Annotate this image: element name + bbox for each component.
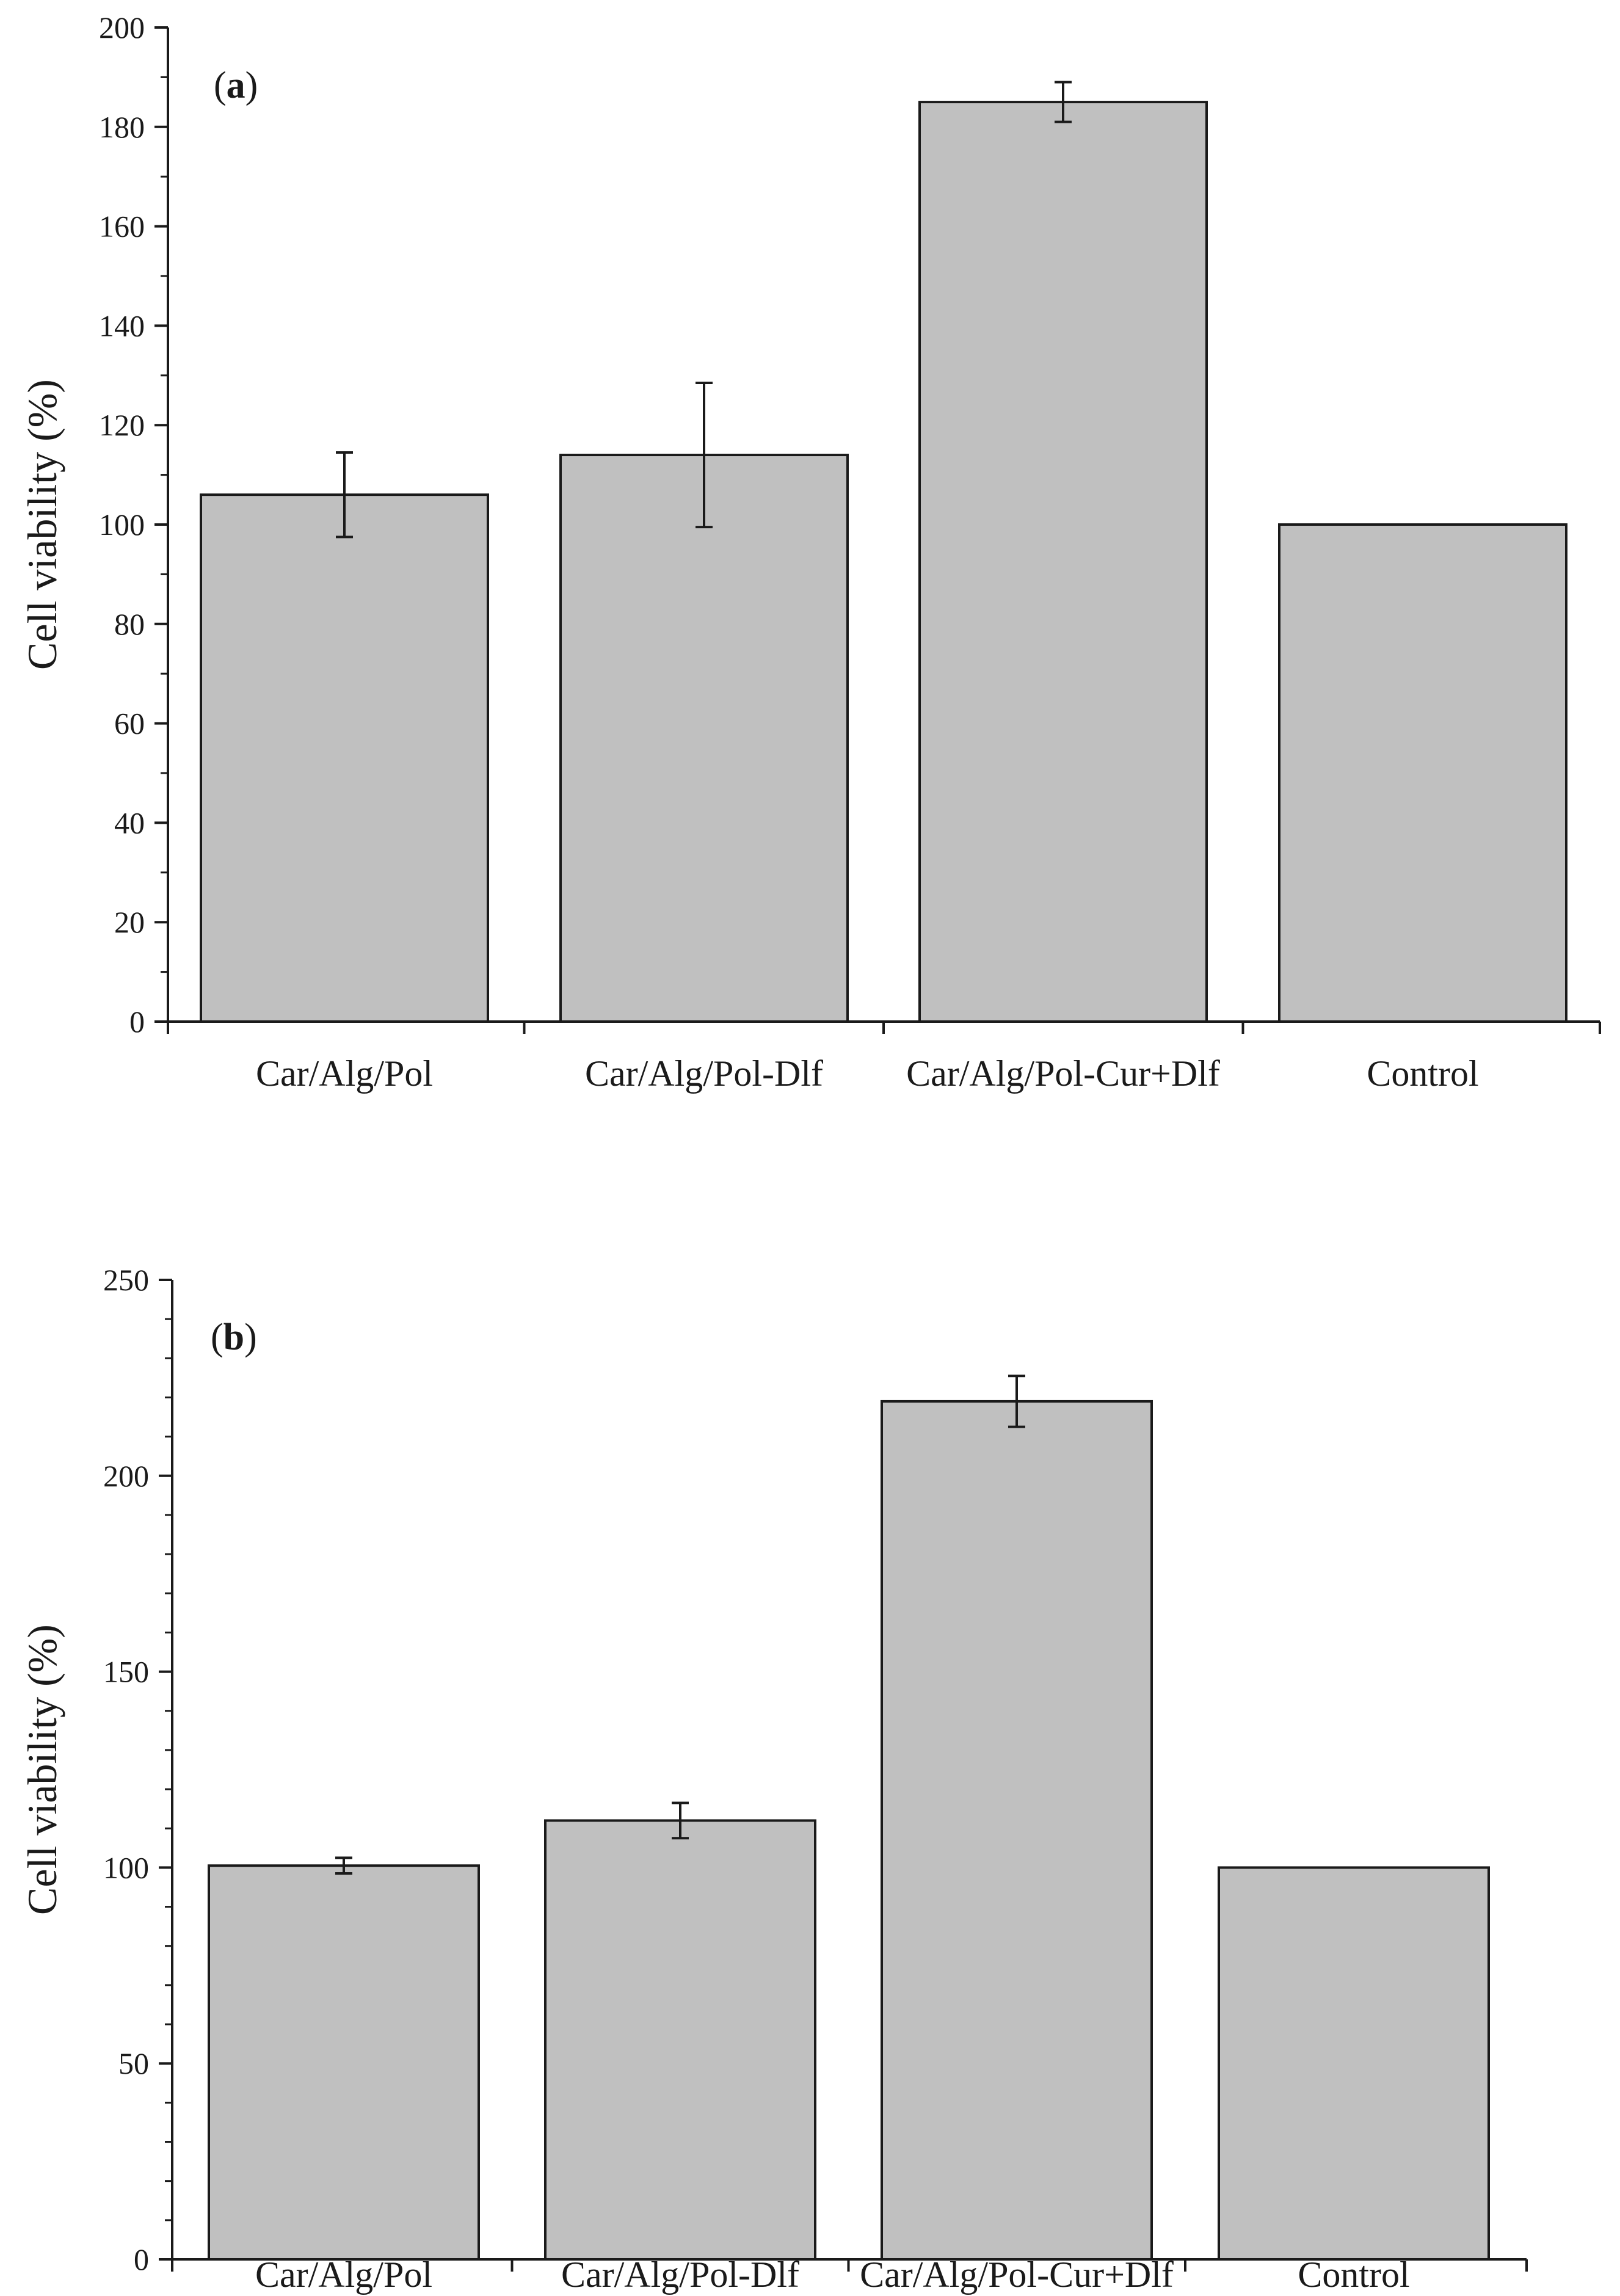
bar-a-1 <box>200 493 489 1023</box>
y-tick-label: 50 <box>118 2046 149 2080</box>
y-tick-label: 0 <box>134 2242 149 2276</box>
y-tick-label: 180 <box>99 110 145 144</box>
bar-b-1 <box>208 1864 480 2261</box>
error-bar-b-3 <box>1008 1375 1025 1428</box>
y-tick-label: 250 <box>103 1263 149 1297</box>
chart-panel-a: 0 20 40 60 80 100 120 140 160 180 200 Car/Alg/Pol Ca… <box>19 10 1601 1094</box>
y-axis-title: Cell viability (%) <box>19 1624 65 1915</box>
chart-panel-b: 0 50 100 150 200 250 Car/Alg/Pol Car/Alg/Pol-Dl… <box>19 1263 1528 2295</box>
y-tick-label: 100 <box>99 507 145 542</box>
y-tick-label: 80 <box>114 607 145 641</box>
y-tick-label: 40 <box>114 805 145 840</box>
error-bar-a-3 <box>1055 81 1072 123</box>
bar-b-3 <box>881 1400 1153 2261</box>
y-tick-label: 150 <box>103 1655 149 1689</box>
panel-label-letter: b <box>223 1317 244 1358</box>
bar-a-2 <box>559 454 849 1023</box>
error-bar-a-2 <box>696 382 713 529</box>
error-bar-b-1 <box>335 1856 352 1875</box>
y-tick-label: 200 <box>99 10 145 45</box>
error-bar-b-2 <box>672 1801 689 1840</box>
x-tick-label: Control <box>1298 2254 1409 2295</box>
y-tick-label: 160 <box>99 209 145 244</box>
panel-label-close: ) <box>245 65 258 106</box>
y-tick-label: 60 <box>114 707 145 741</box>
panel-label: (b) <box>211 1317 257 1358</box>
y-tick-label: 100 <box>103 1850 149 1884</box>
panel-label: (a) <box>214 65 258 106</box>
x-tick-label: Control <box>1367 1053 1478 1094</box>
x-tick-label: Car/Alg/Pol <box>256 1053 433 1094</box>
panel-label-open: ( <box>214 65 227 106</box>
x-tick-label: Car/Alg/Pol-Dlf <box>585 1053 823 1094</box>
bar-a-3 <box>918 101 1208 1023</box>
bar-b-4 <box>1218 1866 1490 2261</box>
panel-label-letter: a <box>227 65 245 106</box>
y-tick-label: 120 <box>99 408 145 442</box>
y-axis-title: Cell viability (%) <box>19 379 65 670</box>
bar-a-4 <box>1278 523 1567 1023</box>
y-tick-label: 20 <box>114 905 145 939</box>
y-tick-label: 200 <box>103 1459 149 1493</box>
x-tick-label: Car/Alg/Pol <box>255 2254 432 2295</box>
y-tick-label: 140 <box>99 308 145 343</box>
y-tick-label: 0 <box>129 1005 145 1039</box>
x-tick-label: Car/Alg/Pol-Cur+Dlf <box>860 2254 1174 2295</box>
bar-b-2 <box>544 1819 816 2261</box>
error-bar-a-1 <box>336 451 353 539</box>
x-tick-label: Car/Alg/Pol-Cur+Dlf <box>906 1053 1220 1094</box>
x-tick-label: Car/Alg/Pol-Dlf <box>561 2254 799 2295</box>
panel-label-open: ( <box>211 1317 223 1358</box>
panel-label-close: ) <box>244 1317 257 1358</box>
